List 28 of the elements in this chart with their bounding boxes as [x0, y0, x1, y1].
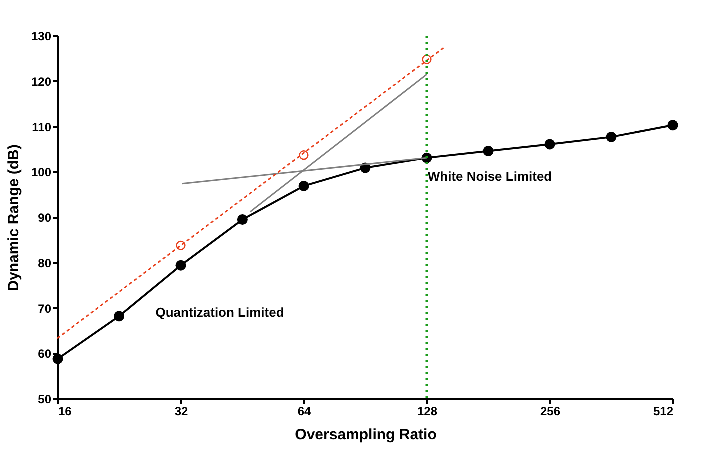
- x-axis-title: Oversampling Ratio: [295, 426, 437, 444]
- annotation: Quantization Limited: [156, 305, 284, 320]
- y-tick-label: 130: [31, 30, 52, 44]
- y-tick-label: 60: [38, 347, 52, 362]
- y-tick-label: 70: [38, 302, 52, 316]
- x-tick-label: 64: [298, 404, 312, 418]
- x-tick-label: 256: [540, 404, 561, 418]
- annotation: White Noise Limited: [428, 169, 552, 184]
- y-tick-label: 90: [38, 211, 52, 225]
- y-tick-label: 100: [31, 166, 52, 180]
- point: [298, 180, 310, 192]
- x-tick-label: 512: [653, 404, 674, 418]
- x-tick-label: 128: [417, 404, 438, 418]
- point: [544, 139, 556, 150]
- y-tick-label: 50: [38, 392, 52, 406]
- point: [114, 311, 125, 322]
- point: [606, 132, 617, 142]
- y-tick-label: 110: [32, 120, 52, 134]
- y-axis-title: Dynamic Range (dB): [5, 144, 22, 292]
- point: [176, 260, 186, 271]
- point: [668, 120, 678, 131]
- y-tick-label: 120: [31, 74, 52, 89]
- x-tick-label: 32: [174, 404, 188, 418]
- point: [52, 354, 64, 364]
- y-tick-label: 80: [38, 256, 52, 270]
- point: [237, 214, 248, 225]
- point: [483, 146, 494, 156]
- x-tick-label: 16: [58, 404, 72, 418]
